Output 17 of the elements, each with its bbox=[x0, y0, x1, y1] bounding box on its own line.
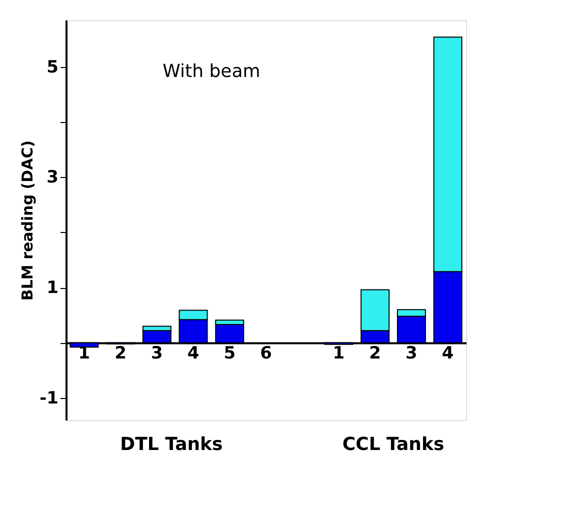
y-tick-label: 1 bbox=[46, 278, 58, 298]
x-tick-label: 2 bbox=[369, 343, 382, 364]
x-tick-label: 2 bbox=[114, 343, 126, 364]
x-tick-label: 4 bbox=[187, 343, 200, 364]
x-tick-label: 3 bbox=[150, 343, 163, 364]
text: CCL Tanks bbox=[342, 434, 444, 455]
y-axis-title: BLM reading (DAC) bbox=[18, 140, 37, 301]
x-tick-label: 6 bbox=[260, 343, 272, 364]
y-tick-label: 5 bbox=[46, 57, 58, 78]
x-tick-label: 3 bbox=[406, 343, 418, 364]
text: DTL Tanks bbox=[120, 434, 223, 455]
y-tick-label: -1 bbox=[40, 388, 58, 408]
annotation: With beam bbox=[162, 61, 260, 82]
x-tick-label: 1 bbox=[332, 343, 345, 364]
y-tick-label: 3 bbox=[46, 168, 58, 188]
x-tick-label: 5 bbox=[224, 343, 236, 364]
x-tick-label: 4 bbox=[442, 343, 454, 364]
